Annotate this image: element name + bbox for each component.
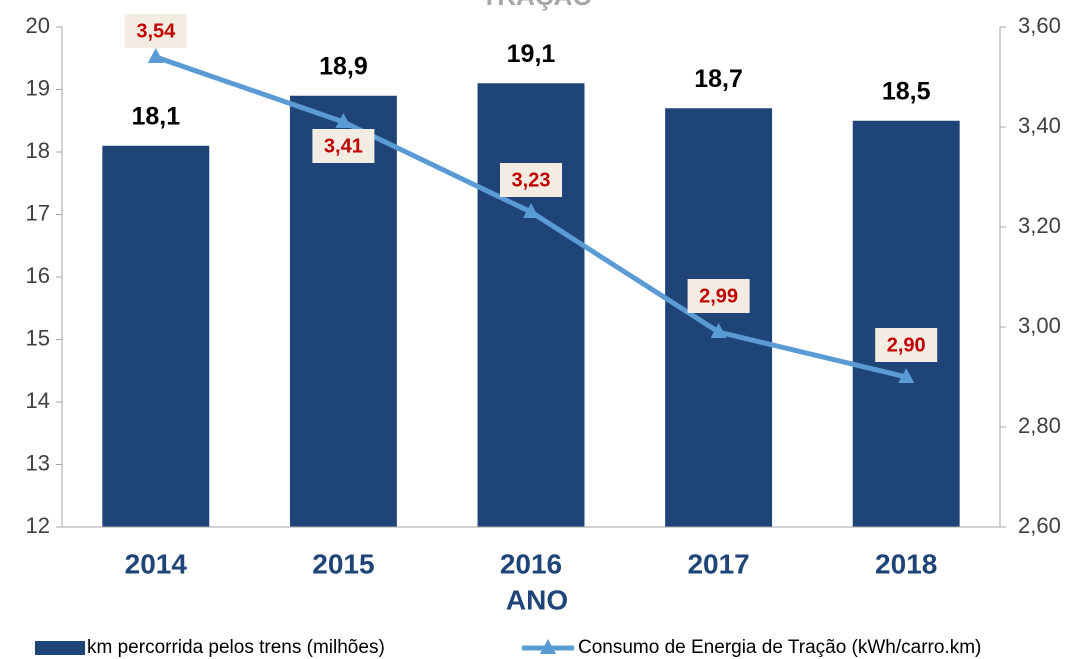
- line-label-box: [312, 129, 375, 163]
- y-tick-label: 20: [26, 13, 50, 38]
- legend-label: km percorrida pelos trens (milhões): [87, 637, 385, 658]
- y-tick-label: 15: [26, 325, 50, 350]
- y2-tick-label: 3,60: [1018, 13, 1061, 38]
- bar: [477, 83, 585, 527]
- y-tick-label: 17: [26, 200, 50, 225]
- x-tick-label: 2015: [312, 548, 374, 579]
- line-marker: [335, 113, 352, 128]
- line-marker: [147, 48, 164, 63]
- line-value-label: 3,23: [512, 169, 551, 191]
- line-value-label: 2,90: [887, 334, 926, 356]
- y-tick-label: 13: [26, 450, 50, 475]
- x-tick-label: 2014: [125, 548, 188, 579]
- y-tick-label: 18: [26, 138, 50, 163]
- line-marker: [710, 323, 727, 338]
- y2-tick-label: 3,40: [1018, 113, 1061, 138]
- bar: [289, 95, 397, 527]
- y2-tick-label: 3,00: [1018, 313, 1061, 338]
- bar: [665, 108, 773, 527]
- x-tick-label: 2016: [500, 548, 562, 579]
- line-label-box: [687, 279, 750, 313]
- line-marker: [898, 368, 915, 383]
- bar-value-label: 18,9: [319, 52, 368, 80]
- x-tick-label: 2018: [875, 548, 937, 579]
- x-tick-label: 2017: [687, 548, 749, 579]
- y2-tick-label: 2,60: [1018, 513, 1061, 538]
- legend-marker: [540, 639, 556, 654]
- line-label-box: [875, 328, 938, 362]
- y-tick-label: 19: [26, 75, 50, 100]
- bar-value-label: 18,1: [131, 102, 180, 130]
- line-label-box: [500, 163, 562, 197]
- bar-value-label: 19,1: [507, 40, 556, 68]
- y2-tick-label: 2,80: [1018, 413, 1061, 438]
- y-tick-label: 16: [26, 263, 50, 288]
- bar-value-label: 18,7: [694, 65, 743, 93]
- y-tick-label: 12: [26, 513, 50, 538]
- bar-value-label: 18,5: [882, 77, 931, 105]
- x-axis-title: ANO: [506, 584, 568, 615]
- line-value-label: 2,99: [699, 285, 738, 307]
- bar: [102, 145, 210, 527]
- line-marker: [523, 203, 539, 218]
- line-label-box: [124, 14, 187, 48]
- legend-label: Consumo de Energia de Tração (kWh/carro.…: [578, 637, 981, 658]
- chart-title: TRAÇÃO: [481, 0, 592, 11]
- line-value-label: 3,54: [136, 20, 176, 42]
- y2-tick-label: 3,20: [1018, 213, 1061, 238]
- y-tick-label: 14: [26, 388, 50, 413]
- bar: [852, 120, 960, 527]
- line-value-label: 3,41: [324, 135, 363, 157]
- legend-swatch: [35, 641, 85, 655]
